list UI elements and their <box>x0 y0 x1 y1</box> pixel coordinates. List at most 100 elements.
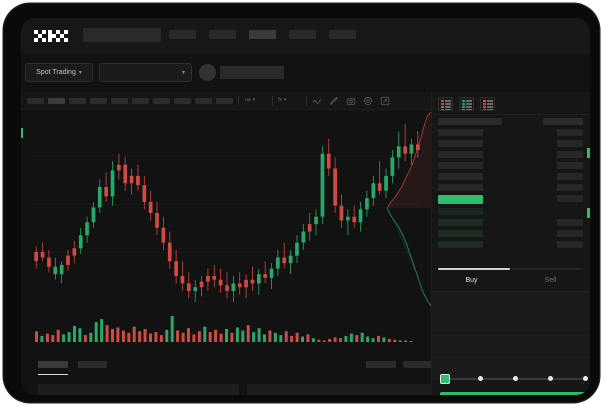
timeframe-5[interactable] <box>132 98 149 104</box>
candles-svg <box>31 124 420 302</box>
timeframe-4[interactable] <box>111 98 128 104</box>
nav-item-2[interactable] <box>249 30 276 39</box>
toolbar-divider <box>272 96 273 106</box>
orderbook-bid-row[interactable] <box>438 219 483 226</box>
nav-item-1[interactable] <box>209 30 236 39</box>
orderbook-bids-icon[interactable] <box>459 97 474 111</box>
order-form-tab-divider <box>432 291 590 292</box>
timeframe-2[interactable] <box>69 98 86 104</box>
orderbook-ask-row[interactable] <box>438 162 483 169</box>
last-price <box>220 66 284 79</box>
orderbook-bid-size <box>557 219 583 226</box>
top-header <box>21 18 590 54</box>
orderbook-bid-size <box>557 241 583 248</box>
orderbook-divider <box>432 114 590 115</box>
camera-icon[interactable] <box>346 96 356 106</box>
lower-tab-1[interactable] <box>78 361 107 368</box>
orderbook-ask-row[interactable] <box>438 129 483 136</box>
order-field-0[interactable] <box>432 292 590 314</box>
orderbook-rows[interactable] <box>432 115 590 270</box>
orderbook-scrollbar[interactable] <box>438 268 583 270</box>
orderbook-panel: Buy Sell <box>431 92 590 395</box>
orderbook-ask-size <box>557 184 583 191</box>
indicator-dropdown[interactable]: fx ▾ <box>278 97 286 103</box>
search-input[interactable] <box>83 28 161 42</box>
lower-action-1[interactable] <box>403 361 433 368</box>
nav-item-0[interactable] <box>169 30 196 39</box>
orderbook-ask-row[interactable] <box>438 151 483 158</box>
trading-mode-label: Spot Trading <box>36 69 76 76</box>
app-screen: Spot Trading ▾ ▾ <box>21 18 590 395</box>
timeframe-6[interactable] <box>153 98 170 104</box>
lower-tab-0[interactable] <box>38 361 68 368</box>
orderbook-ask-size <box>557 162 583 169</box>
orderbook-ask-size <box>557 173 583 180</box>
nav-item-3[interactable] <box>289 30 316 39</box>
volume-histogram[interactable] <box>21 308 431 354</box>
depth-svg <box>387 111 431 308</box>
orderbook-bid-row[interactable] <box>438 208 483 215</box>
pair-select[interactable]: ▾ <box>99 63 192 82</box>
left-accent-band <box>21 128 23 138</box>
submit-order-button[interactable] <box>440 392 588 395</box>
chevron-down-icon: ▾ <box>283 97 287 103</box>
lower-panel-left <box>38 384 239 395</box>
orderbook-current-price[interactable] <box>438 195 483 204</box>
lower-panel-right <box>247 384 448 395</box>
orderbook-bid-row[interactable] <box>438 241 483 248</box>
order-field-3[interactable] <box>432 358 590 380</box>
orderbook-ask-row[interactable] <box>438 140 483 147</box>
amount-slider[interactable] <box>440 374 588 384</box>
tab-buy[interactable]: Buy <box>465 277 478 284</box>
candlestick-chart[interactable] <box>21 110 431 308</box>
orderbook-ask-size <box>557 151 583 158</box>
chevron-down-icon: ▾ <box>181 70 185 76</box>
timeframe-0[interactable] <box>27 98 44 104</box>
toolbar-divider <box>306 96 307 106</box>
timeframe-1[interactable] <box>48 98 65 104</box>
lower-action-0[interactable] <box>366 361 396 368</box>
slider-stop-25[interactable] <box>478 376 483 381</box>
orderbook-bid-size <box>557 230 583 237</box>
slider-stop-75[interactable] <box>548 376 553 381</box>
pencil-icon[interactable] <box>329 96 339 106</box>
toolbar-divider <box>238 96 239 106</box>
fullscreen-icon[interactable] <box>380 96 390 106</box>
chart-type-dropdown[interactable]: uu ▾ <box>245 97 255 103</box>
indicator-wave-icon[interactable] <box>312 96 322 106</box>
lower-tab-active-underline <box>38 374 68 375</box>
orderbook-ask-size <box>543 118 583 125</box>
orderbook-current-size <box>557 195 583 202</box>
settings-gear-icon[interactable] <box>363 96 373 106</box>
timeframe-3[interactable] <box>90 98 107 104</box>
orderbook-both-icon[interactable] <box>438 97 453 111</box>
timeframe-8[interactable] <box>195 98 212 104</box>
orderbook-ask-row[interactable] <box>438 118 502 125</box>
order-form-tabs: Buy Sell <box>432 274 590 292</box>
slider-handle[interactable] <box>440 374 450 384</box>
orderbook-layout-toggles <box>438 97 495 111</box>
right-accent-band-1 <box>587 208 590 218</box>
nav-item-4[interactable] <box>329 30 356 39</box>
chevron-down-icon: ▾ <box>78 70 82 76</box>
order-field-2[interactable] <box>432 336 590 358</box>
slider-stop-100[interactable] <box>583 376 588 381</box>
chevron-down-icon: ▾ <box>252 97 256 103</box>
orderbook-asks-icon[interactable] <box>480 97 495 111</box>
timeframe-9[interactable] <box>216 98 233 104</box>
pair-subbar: Spot Trading ▾ ▾ <box>21 54 590 116</box>
volume-svg <box>35 316 413 342</box>
orderbook-ask-row[interactable] <box>438 184 483 191</box>
orderbook-depth-chart <box>387 110 431 308</box>
indicator-label: fx <box>278 97 282 103</box>
orderbook-bid-row[interactable] <box>438 230 483 237</box>
okx-logo[interactable] <box>34 30 70 42</box>
order-field-1[interactable] <box>432 314 590 336</box>
timeframe-7[interactable] <box>174 98 191 104</box>
trading-mode-select[interactable]: Spot Trading ▾ <box>25 63 93 82</box>
slider-stop-50[interactable] <box>513 376 518 381</box>
chart-type-label: uu <box>245 97 251 103</box>
orderbook-ask-row[interactable] <box>438 173 483 180</box>
tab-sell[interactable]: Sell <box>544 277 557 284</box>
